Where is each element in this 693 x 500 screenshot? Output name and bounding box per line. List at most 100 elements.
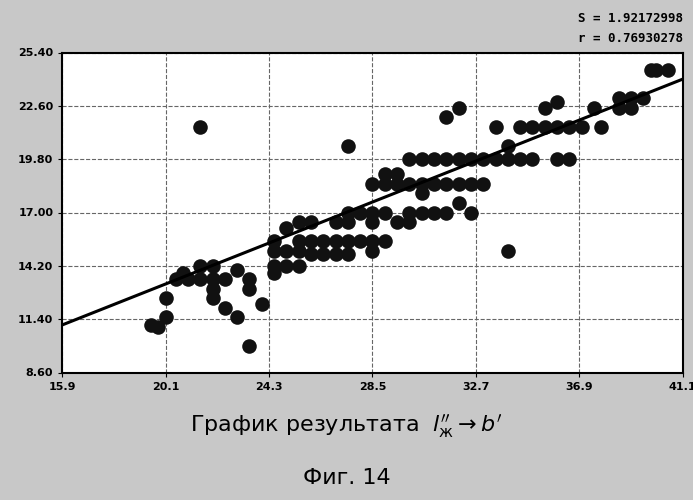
Point — [231, 266, 243, 274]
Point — [195, 123, 206, 131]
Point — [392, 218, 403, 226]
Point — [552, 98, 563, 106]
Point — [453, 104, 464, 112]
Point — [588, 104, 599, 112]
Point — [392, 170, 403, 178]
Point — [466, 155, 477, 163]
Point — [153, 323, 164, 331]
Point — [306, 237, 317, 245]
Point — [441, 114, 452, 122]
Point — [379, 208, 390, 216]
Point — [177, 270, 188, 278]
Point — [650, 66, 661, 74]
Point — [379, 180, 390, 188]
Point — [404, 180, 415, 188]
Point — [539, 104, 550, 112]
Point — [268, 270, 279, 278]
Point — [552, 123, 563, 131]
Point — [195, 262, 206, 270]
Point — [613, 104, 624, 112]
Point — [256, 300, 267, 308]
Point — [490, 123, 501, 131]
Point — [625, 94, 636, 102]
Point — [219, 304, 230, 312]
Point — [404, 155, 415, 163]
Point — [195, 275, 206, 283]
Text: Фиг. 14: Фиг. 14 — [303, 468, 390, 487]
Point — [170, 275, 181, 283]
Point — [515, 155, 526, 163]
Point — [342, 218, 353, 226]
Point — [441, 155, 452, 163]
Point — [330, 218, 341, 226]
Point — [367, 208, 378, 216]
Point — [342, 208, 353, 216]
Point — [293, 246, 304, 254]
Point — [306, 218, 317, 226]
Point — [342, 250, 353, 258]
Point — [231, 314, 243, 322]
Point — [613, 94, 624, 102]
Point — [466, 208, 477, 216]
Point — [367, 180, 378, 188]
Point — [527, 123, 538, 131]
Point — [342, 237, 353, 245]
Point — [306, 250, 317, 258]
Point — [576, 123, 587, 131]
Point — [281, 246, 292, 254]
Point — [317, 237, 328, 245]
Point — [428, 155, 439, 163]
Point — [244, 275, 255, 283]
Point — [367, 246, 378, 254]
Point — [441, 208, 452, 216]
Point — [207, 275, 218, 283]
Point — [207, 262, 218, 270]
Point — [281, 262, 292, 270]
Point — [146, 321, 157, 329]
Point — [645, 66, 656, 74]
Point — [355, 208, 366, 216]
Point — [268, 246, 279, 254]
Point — [219, 275, 230, 283]
Point — [416, 208, 428, 216]
Point — [441, 180, 452, 188]
Point — [477, 180, 489, 188]
Point — [625, 104, 636, 112]
Point — [404, 218, 415, 226]
Point — [160, 314, 171, 322]
Point — [207, 284, 218, 292]
Point — [596, 123, 607, 131]
Point — [293, 237, 304, 245]
Point — [552, 155, 563, 163]
Point — [466, 180, 477, 188]
Point — [477, 155, 489, 163]
Point — [428, 208, 439, 216]
Point — [404, 208, 415, 216]
Point — [244, 284, 255, 292]
Point — [416, 155, 428, 163]
Point — [416, 180, 428, 188]
Point — [379, 170, 390, 178]
Text: r = 0.76930278: r = 0.76930278 — [577, 32, 683, 46]
Point — [293, 262, 304, 270]
Point — [638, 94, 649, 102]
Point — [330, 237, 341, 245]
Point — [453, 199, 464, 207]
Point — [367, 237, 378, 245]
Point — [502, 246, 514, 254]
Point — [490, 155, 501, 163]
Point — [416, 190, 428, 198]
Point — [207, 294, 218, 302]
Point — [182, 275, 193, 283]
Point — [539, 123, 550, 131]
Point — [515, 123, 526, 131]
Point — [293, 218, 304, 226]
Point — [663, 66, 674, 74]
Point — [355, 237, 366, 245]
Point — [564, 123, 575, 131]
Point — [317, 250, 328, 258]
Point — [268, 262, 279, 270]
Text: S = 1.92172998: S = 1.92172998 — [577, 12, 683, 26]
Point — [453, 155, 464, 163]
Point — [367, 218, 378, 226]
